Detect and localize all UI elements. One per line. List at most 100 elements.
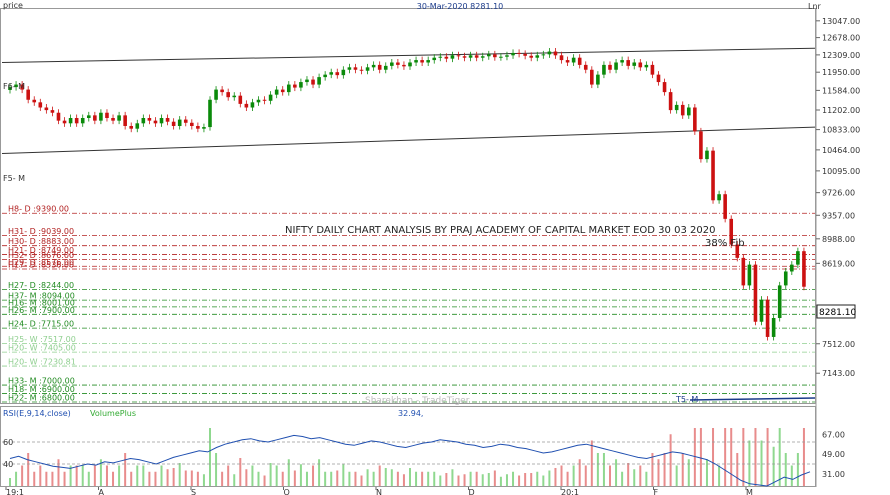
fib-label: 38% Fib bbox=[705, 238, 745, 249]
candle-body bbox=[232, 95, 237, 98]
candle-body bbox=[759, 299, 764, 322]
volume-bar bbox=[142, 465, 145, 486]
candle-body bbox=[244, 103, 249, 108]
volume-bar bbox=[439, 475, 442, 486]
candle-body bbox=[638, 62, 643, 68]
key-level-label: H33- M :7000.00 bbox=[8, 377, 75, 386]
candle-body bbox=[286, 84, 291, 93]
volume-bar bbox=[663, 453, 666, 486]
candle-body bbox=[408, 62, 412, 67]
candle-body bbox=[547, 51, 552, 55]
candle-body bbox=[699, 131, 703, 160]
volume-bar bbox=[518, 475, 521, 486]
candle-body bbox=[565, 60, 570, 63]
candle-body bbox=[590, 69, 594, 85]
volume-bar bbox=[354, 471, 357, 486]
candle-body bbox=[62, 120, 67, 124]
volume-bar bbox=[796, 453, 799, 486]
candle-body bbox=[141, 117, 146, 124]
volume-bar bbox=[705, 459, 708, 486]
time-tick-label: S bbox=[191, 488, 196, 495]
candle-body bbox=[474, 55, 479, 58]
key-level-label: H27- D :8244.00 bbox=[8, 281, 74, 290]
price-tick-label: 7143.00 bbox=[822, 369, 855, 378]
time-tick-label: D bbox=[469, 488, 475, 495]
channel-line-lower bbox=[1, 126, 816, 154]
key-level-label: H26- M :7900.00 bbox=[8, 306, 75, 315]
candle-body bbox=[202, 127, 206, 129]
candle-body bbox=[305, 79, 309, 83]
candle-body bbox=[390, 62, 394, 66]
volume-bar bbox=[427, 471, 430, 486]
volume-bar bbox=[475, 471, 478, 486]
candle-body bbox=[32, 99, 37, 103]
volume-bar bbox=[390, 469, 393, 486]
candle-body bbox=[153, 120, 158, 124]
volume-bar bbox=[330, 471, 333, 486]
volume-bar bbox=[257, 471, 260, 486]
candle-body bbox=[456, 55, 461, 57]
volume-bar bbox=[754, 428, 757, 486]
volume-bar bbox=[81, 465, 84, 486]
candle-body bbox=[596, 74, 600, 85]
volume-bar bbox=[487, 473, 490, 486]
candle-body bbox=[353, 67, 358, 70]
volume-bar bbox=[75, 465, 78, 486]
candle-body bbox=[650, 64, 655, 75]
candle-body bbox=[499, 56, 503, 58]
candle-body bbox=[741, 257, 746, 286]
volume-bar bbox=[493, 470, 496, 486]
candle-body bbox=[26, 89, 30, 100]
candle-body bbox=[462, 56, 467, 58]
volume-bar bbox=[305, 471, 308, 486]
volume-bar bbox=[639, 465, 642, 486]
trend-channel bbox=[1, 47, 816, 154]
candle-body bbox=[480, 56, 485, 58]
key-level-label: H17- D :8536.00 bbox=[8, 260, 74, 269]
volume-bar bbox=[251, 465, 254, 486]
candle-body bbox=[56, 112, 61, 121]
time-axis: 19:1 A S O N D 20:1 F M bbox=[5, 487, 753, 495]
volume-bar bbox=[627, 463, 630, 486]
volume-bar bbox=[136, 465, 139, 486]
volume-bar bbox=[457, 475, 460, 486]
volume-bar bbox=[718, 465, 721, 486]
candle-body bbox=[359, 69, 364, 71]
candle-body bbox=[93, 115, 97, 121]
key-level-label: H37- M :8094.00 bbox=[8, 292, 75, 301]
volume-bar bbox=[681, 453, 684, 486]
candle-body bbox=[753, 264, 758, 322]
volume-bar bbox=[118, 465, 121, 486]
price-tick-label: 10464.00 bbox=[822, 146, 860, 155]
volume-bar bbox=[699, 428, 702, 486]
volume-bar bbox=[415, 471, 418, 486]
price-axis: 13047.00 12678.00 12309.00 11950.00 11584.00… bbox=[816, 17, 860, 378]
volume-bar bbox=[590, 440, 593, 486]
volume-bar bbox=[409, 468, 411, 486]
volume-bar bbox=[512, 471, 515, 486]
candle-body bbox=[668, 92, 673, 111]
candle-body bbox=[680, 104, 685, 116]
chart-header-title: 30-Mar-2020 8281.10 bbox=[417, 2, 504, 11]
key-level-label: H20- W :7230.81 bbox=[8, 358, 76, 367]
candle-body bbox=[365, 67, 370, 71]
volume-bar bbox=[293, 470, 296, 486]
candle-body bbox=[311, 79, 315, 85]
volume-bar bbox=[651, 453, 654, 486]
volume-bar bbox=[481, 474, 484, 486]
candle-body bbox=[626, 60, 630, 66]
watermark: Sharekhan - TradeTiger bbox=[365, 396, 470, 406]
candle-body bbox=[632, 62, 637, 66]
candle-body bbox=[747, 264, 752, 286]
volume-bar bbox=[148, 471, 151, 486]
volume-bar bbox=[269, 463, 272, 486]
price-tick-label: 10095.00 bbox=[822, 167, 860, 176]
volume-bar bbox=[802, 428, 805, 486]
candle-body bbox=[341, 69, 346, 76]
volume-bar bbox=[360, 475, 363, 486]
candle-body bbox=[80, 117, 85, 124]
candle-body bbox=[468, 55, 473, 58]
volume-bar bbox=[657, 459, 660, 486]
candle-body bbox=[523, 53, 527, 56]
